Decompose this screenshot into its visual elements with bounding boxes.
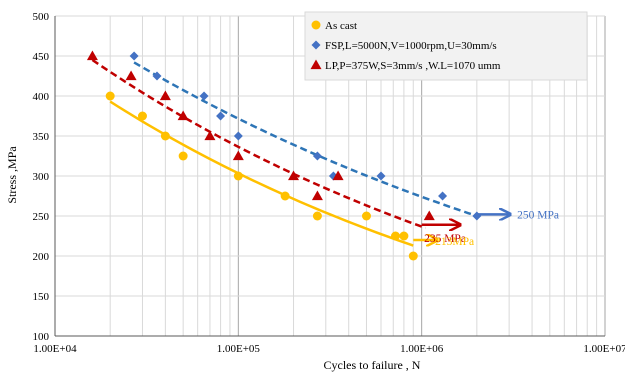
data-point-diamond [129,51,139,61]
data-point-triangle [159,90,171,101]
annotation-label: 250 MPa [517,209,559,221]
data-point-triangle [332,170,344,181]
y-tick-label: 450 [33,51,50,63]
data-point-circle [178,151,188,161]
data-point-diamond [376,171,386,181]
y-tick-label: 100 [33,331,50,343]
data-point-triangle [177,110,189,121]
x-axis-title: Cycles to failure , N [324,358,421,372]
trendline-3 [91,58,426,230]
y-tick-label: 400 [33,91,50,103]
legend-label: As cast [325,20,357,32]
data-point-circle [233,171,243,181]
x-tick-label: 1.00E+06 [400,343,444,355]
data-point-triangle [288,170,300,181]
legend: As cast FSP,L=5000N,V=1000rpm,U=30mm/s LP,… [304,11,588,81]
data-point-circle [137,111,147,121]
y-tick-label: 250 [33,211,50,223]
data-point-diamond [438,191,448,201]
legend-box [304,11,588,81]
data-points [86,50,482,261]
data-point-triangle [204,130,216,141]
data-point-triangle [423,210,435,221]
y-tick-label: 300 [33,171,50,183]
annotation-label: 213MPa [435,236,474,248]
data-point-circle [105,91,115,101]
trendlines [91,58,478,247]
x-tick-label: 1.00E+04 [33,343,77,355]
legend-marker-triangle [310,59,322,70]
x-tick-label: 1.00E+05 [217,343,261,355]
data-point-circle [280,191,290,201]
y-tick-label: 200 [33,251,50,263]
trendline-2 [133,61,478,218]
y-axis-title: Stress ,MPa [5,146,19,204]
annotation-label: 235 MPa [424,233,466,245]
y-tick-label: 150 [33,291,50,303]
data-point-diamond [199,91,209,101]
data-point-triangle [311,190,323,201]
y-tick-label: 350 [33,131,50,143]
y-tick-label: 500 [33,11,50,23]
legend-marker-diamond [311,40,321,50]
legend-marker-circle [311,20,321,30]
axes: 100 150 200 250 300 350 400 450 500 1.00E+04 1.00E… [33,11,625,355]
data-point-diamond [472,211,482,221]
trendline-1 [109,100,414,247]
data-point-circle [160,131,170,141]
data-point-triangle [86,50,98,61]
data-point-triangle [232,150,244,161]
data-point-diamond [152,71,162,81]
data-point-diamond [233,131,243,141]
legend-label: FSP,L=5000N,V=1000rpm,U=30mm/s [325,40,497,52]
data-point-triangle [125,70,137,81]
data-point-diamond [216,111,226,121]
data-point-circle [399,231,409,241]
data-point-diamond [312,151,322,161]
data-point-circle [391,231,401,241]
x-tick-label: 1.00E+07 [583,343,625,355]
data-point-circle [361,211,371,221]
legend-label: LP,P=375W,S=3mm/s ,W.L=1070 umm [325,60,501,72]
data-point-circle [312,211,322,221]
data-point-circle [408,251,418,261]
